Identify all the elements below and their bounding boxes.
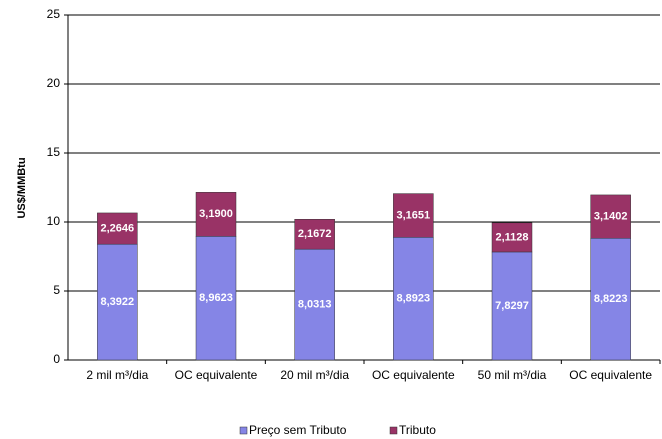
x-tick-label: 20 mil m³/dia [280, 368, 349, 382]
value-label: 8,9623 [199, 292, 233, 304]
bar-segment [294, 219, 335, 250]
y-tick-label: 0 [53, 352, 60, 366]
bar-segment [491, 251, 533, 361]
bar-segment [97, 212, 138, 245]
value-label: 8,0313 [298, 298, 332, 310]
value-label: 8,3922 [101, 296, 135, 308]
y-tick-label: 25 [47, 7, 61, 21]
y-axis-label: US$/MMBtu [16, 157, 28, 218]
y-tick-label: 20 [47, 76, 61, 90]
legend-swatch [239, 426, 248, 435]
value-label: 8,8923 [397, 293, 431, 305]
value-label: 3,1402 [594, 210, 628, 222]
bar-segment [590, 194, 631, 239]
y-tick-label: 5 [53, 283, 60, 297]
y-tick-label: 10 [47, 214, 61, 228]
value-label: 2,1672 [298, 228, 332, 240]
value-label: 2,1128 [495, 231, 528, 243]
x-tick-label: OC equivalente [175, 368, 258, 382]
legend-label: Preço sem Tributo [249, 423, 347, 437]
bar-segment [590, 238, 631, 361]
value-label: 7,8297 [495, 300, 529, 312]
x-tick-label: 2 mil m³/dia [86, 368, 148, 382]
bar-segment [195, 192, 237, 237]
bar-segment [294, 248, 335, 361]
bar-segment [393, 237, 434, 361]
value-label: 3,1651 [397, 209, 431, 221]
legend-swatch [389, 426, 398, 435]
x-tick-label: OC equivalente [569, 368, 652, 382]
bar-segment [195, 236, 237, 361]
value-label: 8,8223 [594, 293, 628, 305]
value-label: 3,1900 [199, 208, 233, 220]
value-label: 2,2646 [101, 222, 135, 234]
y-tick-label: 15 [47, 145, 61, 159]
bar-segment [491, 222, 533, 253]
bar-segment [393, 193, 434, 238]
bar-segment [97, 243, 138, 361]
x-tick-label: 50 mil m³/dia [478, 368, 547, 382]
x-tick-label: OC equivalente [372, 368, 455, 382]
legend-label: Tributo [399, 423, 436, 437]
